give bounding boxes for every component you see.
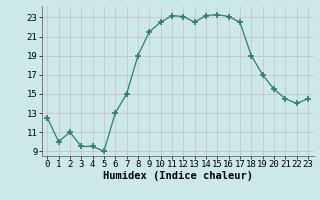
X-axis label: Humidex (Indice chaleur): Humidex (Indice chaleur): [103, 171, 252, 181]
